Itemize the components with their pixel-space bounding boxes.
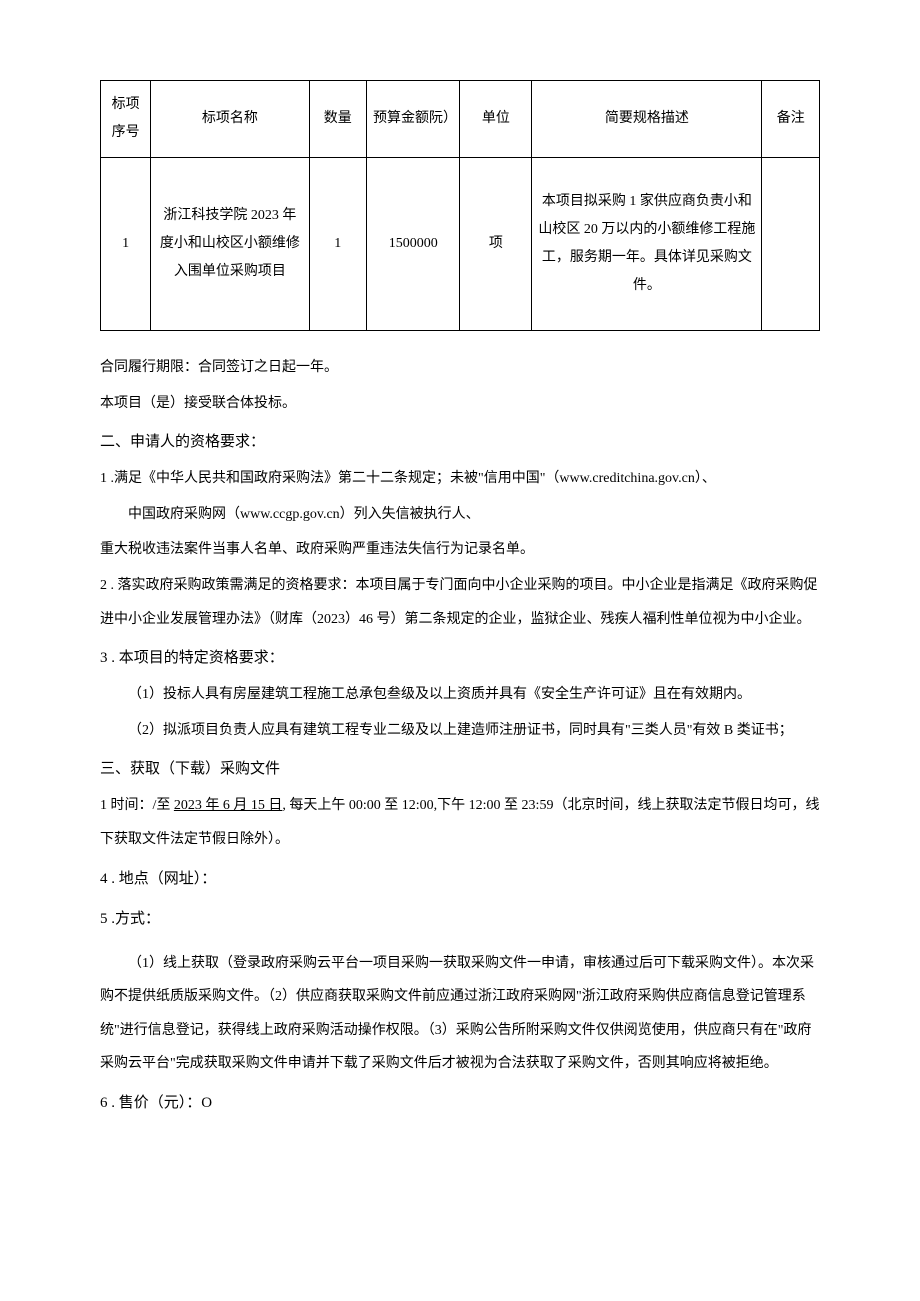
header-col3: 数量 xyxy=(309,81,367,158)
cell-unit: 项 xyxy=(460,158,532,331)
header-col6: 简要规格描述 xyxy=(532,81,762,158)
section2-item1b: 中国政府采购网（www.ccgp.gov.cn）列入失信被执行人、 xyxy=(100,498,820,532)
header-col1: 标项 序号 xyxy=(101,81,151,158)
consortium-note: 本项目（是）接受联合体投标。 xyxy=(100,387,820,421)
cell-budget: 1500000 xyxy=(367,158,460,331)
table-row: 1 浙江科技学院 2023 年度小和山校区小额维修入围单位采购项目 1 1500… xyxy=(101,158,820,331)
section3-item5: 5 .方式： xyxy=(100,901,820,937)
cell-qty: 1 xyxy=(309,158,367,331)
section2-item1a: 1 .满足《中华人民共和国政府采购法》第二十二条规定；未被"信用中国"（www.… xyxy=(100,462,820,496)
header-col7: 备注 xyxy=(762,81,820,158)
cell-spec: 本项目拟采购 1 家供应商负责小和山校区 20 万以内的小额维修工程施工，服务期… xyxy=(532,158,762,331)
section3-title: 三、获取（下载）采购文件 xyxy=(100,751,820,787)
section2-item3-2: （2）拟派项目负责人应具有建筑工程专业二级及以上建造师注册证书，同时具有"三类人… xyxy=(100,714,820,748)
section3-item6: 6 . 售价（元）：O xyxy=(100,1085,820,1121)
cell-remark xyxy=(762,158,820,331)
cell-seq: 1 xyxy=(101,158,151,331)
header-col2: 标项名称 xyxy=(151,81,309,158)
procurement-table: 标项 序号 标项名称 数量 预算金额阮） 单位 简要规格描述 备注 1 浙江科技… xyxy=(100,80,820,331)
header-col5: 单位 xyxy=(460,81,532,158)
section3-item5-1: （1）线上获取（登录政府采购云平台一项目采购一获取采购文件一申请，审核通过后可下… xyxy=(100,947,820,1081)
section2-title: 二、申请人的资格要求： xyxy=(100,424,820,460)
table-header-row: 标项 序号 标项名称 数量 预算金额阮） 单位 简要规格描述 备注 xyxy=(101,81,820,158)
section3-item4: 4 . 地点（网址）： xyxy=(100,861,820,897)
section2-item3: 3 . 本项目的特定资格要求： xyxy=(100,640,820,676)
section3-item1-prefix: 1 时间：/至 xyxy=(100,798,174,813)
section2-item1c: 重大税收违法案件当事人名单、政府采购严重违法失信行为记录名单。 xyxy=(100,533,820,567)
contract-period: 合同履行期限：合同签订之日起一年。 xyxy=(100,351,820,385)
section3-item1: 1 时间：/至 2023 年 6 月 15 日, 每天上午 00:00 至 12… xyxy=(100,789,820,856)
section2-item3-1: （1）投标人具有房屋建筑工程施工总承包叁级及以上资质并具有《安全生产许可证》且在… xyxy=(100,678,820,712)
section3-item1-date: 2023 年 6 月 15 日 xyxy=(174,798,283,813)
cell-name: 浙江科技学院 2023 年度小和山校区小额维修入围单位采购项目 xyxy=(151,158,309,331)
header-col4: 预算金额阮） xyxy=(367,81,460,158)
section2-item2: 2 . 落实政府采购政策需满足的资格要求：本项目属于专门面向中小企业采购的项目。… xyxy=(100,569,820,636)
